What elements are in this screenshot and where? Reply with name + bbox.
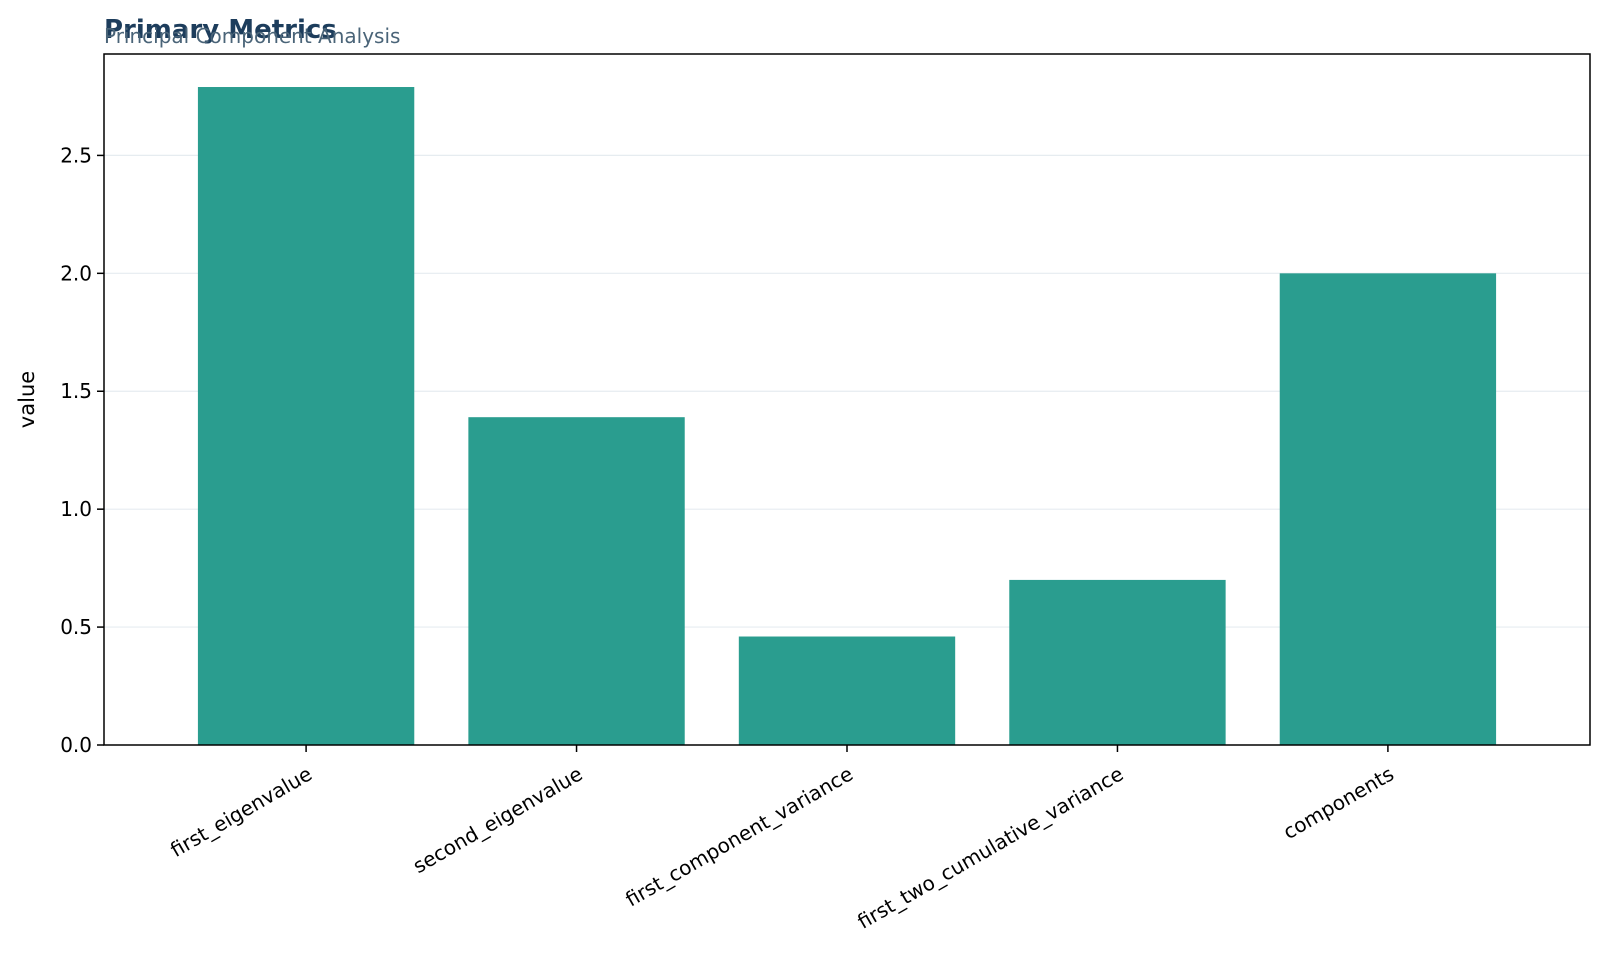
bar-first-eigenvalue xyxy=(197,87,415,745)
x-tick-label: first_eigenvalue xyxy=(166,762,316,862)
y-axis-label: value xyxy=(15,371,39,428)
y-tick-label: 1.5 xyxy=(60,379,92,403)
y-tick-label: 0.5 xyxy=(60,615,92,639)
x-tick-label: first_two_cumulative_variance xyxy=(853,762,1127,934)
y-tick-label: 1.0 xyxy=(60,497,92,521)
y-tick-label: 0.0 xyxy=(60,733,92,757)
chart-title: Primary Metrics xyxy=(104,15,337,45)
x-axis-ticks: first_eigenvalue second_eigenvalue first_c… xyxy=(166,745,1398,934)
bar-components xyxy=(1279,273,1497,745)
bars xyxy=(197,87,1497,745)
y-axis-ticks: 0.0 0.5 1.0 1.5 2.0 2.5 xyxy=(60,143,104,757)
bar-first-two-cumulative-variance xyxy=(1009,579,1226,745)
x-tick-label: second_eigenvalue xyxy=(409,762,587,879)
bar-first-component-variance xyxy=(738,636,956,745)
y-tick-label: 2.0 xyxy=(60,261,92,285)
x-tick-label: first_component_variance xyxy=(621,762,857,912)
y-tick-label: 2.5 xyxy=(60,143,92,167)
x-tick-label: components xyxy=(1279,762,1398,845)
bar-second-eigenvalue xyxy=(468,417,685,745)
chart-subtitle: Principal Component Analysis xyxy=(104,24,400,48)
